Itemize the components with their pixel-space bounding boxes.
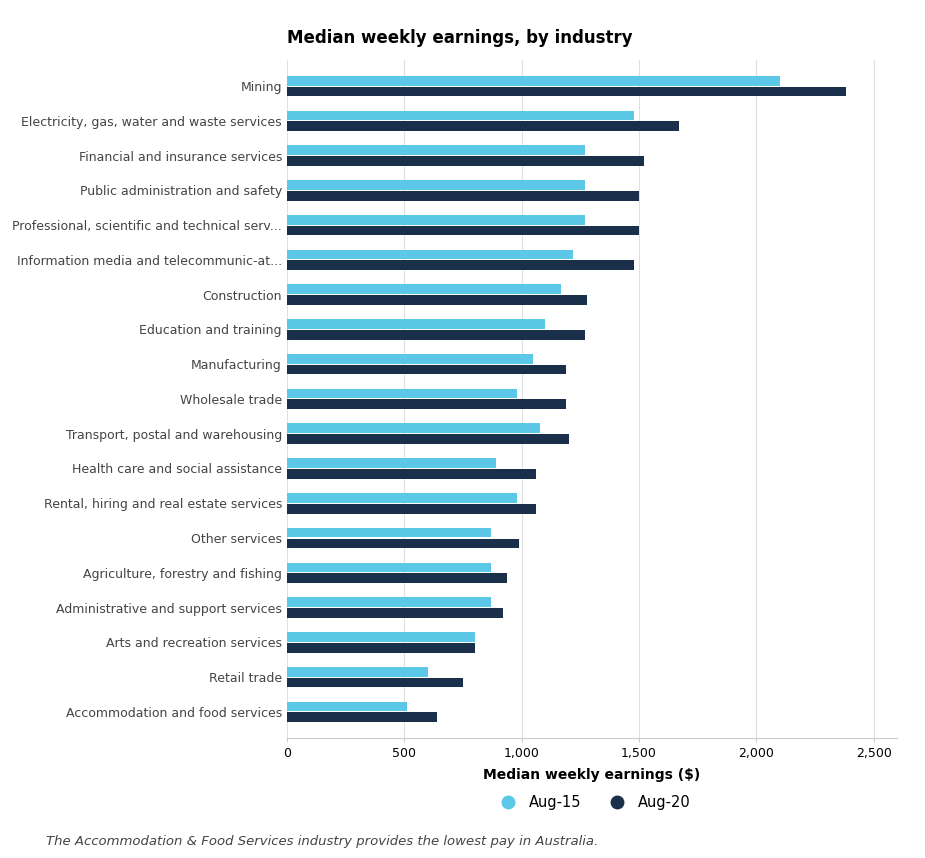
Bar [287,469,536,479]
Bar [287,365,566,374]
Bar [287,111,635,120]
Bar [287,667,427,676]
Bar [287,354,534,364]
Bar [287,573,508,583]
Bar [287,678,462,687]
Bar [287,87,845,96]
Bar [287,702,406,711]
Bar [287,712,437,722]
Bar [287,261,635,270]
Bar [287,597,491,607]
Bar [287,76,780,86]
Bar [287,250,574,259]
Bar [287,180,585,190]
Bar [287,122,679,131]
Bar [287,608,503,618]
Bar [287,295,587,305]
Bar [287,156,644,166]
Bar [287,330,585,340]
Bar [287,528,491,537]
Bar [287,285,561,294]
Text: The Accommodation & Food Services industry provides the lowest pay in Australia.: The Accommodation & Food Services indust… [46,835,598,848]
Bar [287,226,639,235]
Bar [287,504,536,513]
Bar [287,191,639,201]
Bar [287,493,517,503]
Bar [287,563,491,572]
Bar [287,319,545,329]
Bar [287,400,566,409]
Bar [287,424,540,433]
Text: Median weekly earnings, by industry: Median weekly earnings, by industry [287,29,633,47]
Bar [287,214,585,225]
Legend: Aug-15, Aug-20: Aug-15, Aug-20 [487,789,697,816]
Bar [287,458,496,468]
Bar [287,539,519,548]
Bar [287,632,475,642]
Bar [287,145,585,155]
Bar [287,389,517,398]
Bar [287,434,569,444]
Bar [287,643,475,653]
X-axis label: Median weekly earnings ($): Median weekly earnings ($) [484,768,700,782]
